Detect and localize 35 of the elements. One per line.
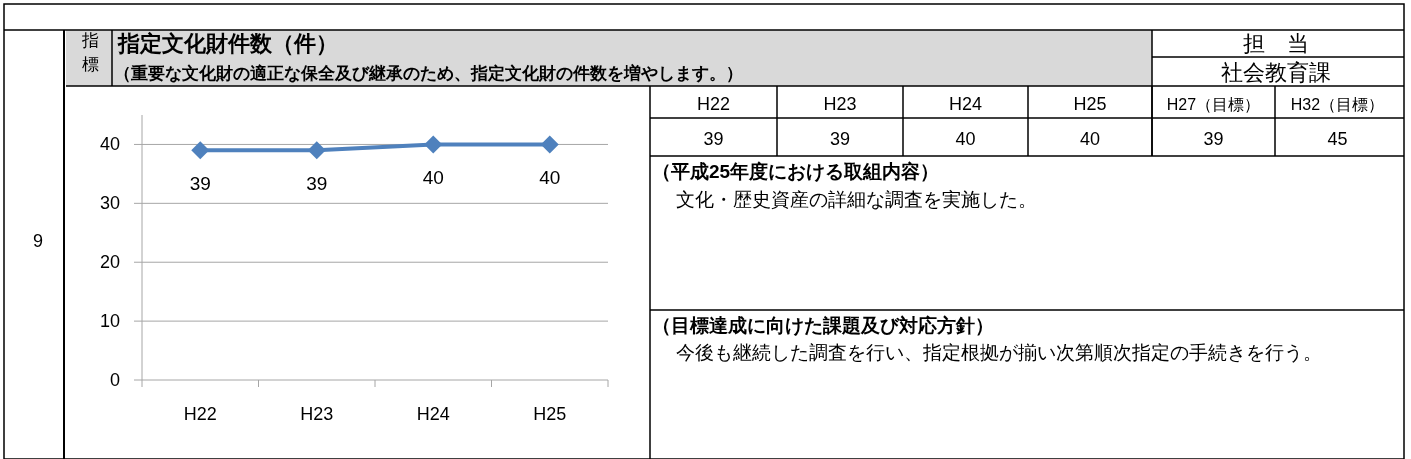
- text: 担 当: [1243, 31, 1309, 56]
- text: H23: [823, 94, 857, 114]
- data-label: 39: [189, 173, 211, 195]
- text: 40: [955, 129, 976, 149]
- text: （目標達成に向けた課題及び対応方針）: [652, 315, 994, 336]
- text: H32（目標）: [1290, 96, 1385, 113]
- x-tick-label: H25: [533, 404, 567, 424]
- x-tick-label: H22: [183, 404, 217, 424]
- text: 指標: [80, 31, 99, 74]
- text: 40: [1079, 129, 1101, 149]
- text: H25: [1073, 94, 1107, 114]
- x-tick-label: H23: [300, 404, 334, 424]
- text: 45: [1327, 129, 1348, 149]
- x-tick-label: H24: [416, 404, 450, 424]
- text: H27（目標）: [1166, 96, 1261, 113]
- text: （平成25年度における取組内容）: [652, 161, 940, 182]
- text: 39: [1203, 129, 1224, 149]
- text: H24: [948, 94, 983, 114]
- y-tick-label: 0: [109, 370, 120, 390]
- data-label: 40: [422, 167, 444, 189]
- chart-subtitle: （重要な文化財の適正な保全及び継承のため、指定文化財の件数を増やします。）: [114, 63, 743, 83]
- text: H22: [696, 94, 731, 114]
- text: 9: [32, 231, 44, 251]
- text: 今後も継続した調査を行い、指定根拠が揃い次第順次指定の手続きを行う。: [675, 341, 1323, 365]
- chart-title: 指定文化財件数（件）: [117, 31, 338, 56]
- text: 39: [703, 129, 724, 149]
- text: 社会教育課: [1221, 60, 1331, 85]
- y-tick-label: 10: [99, 311, 120, 332]
- data-label: 39: [306, 173, 328, 195]
- y-tick-label: 40: [99, 134, 120, 155]
- text: 39: [829, 129, 851, 149]
- text: 文化・歴史資産の詳細な調査を実施した。: [676, 189, 1037, 210]
- y-tick-label: 30: [99, 193, 120, 214]
- data-label: 40: [539, 167, 561, 189]
- y-tick-label: 20: [99, 252, 120, 273]
